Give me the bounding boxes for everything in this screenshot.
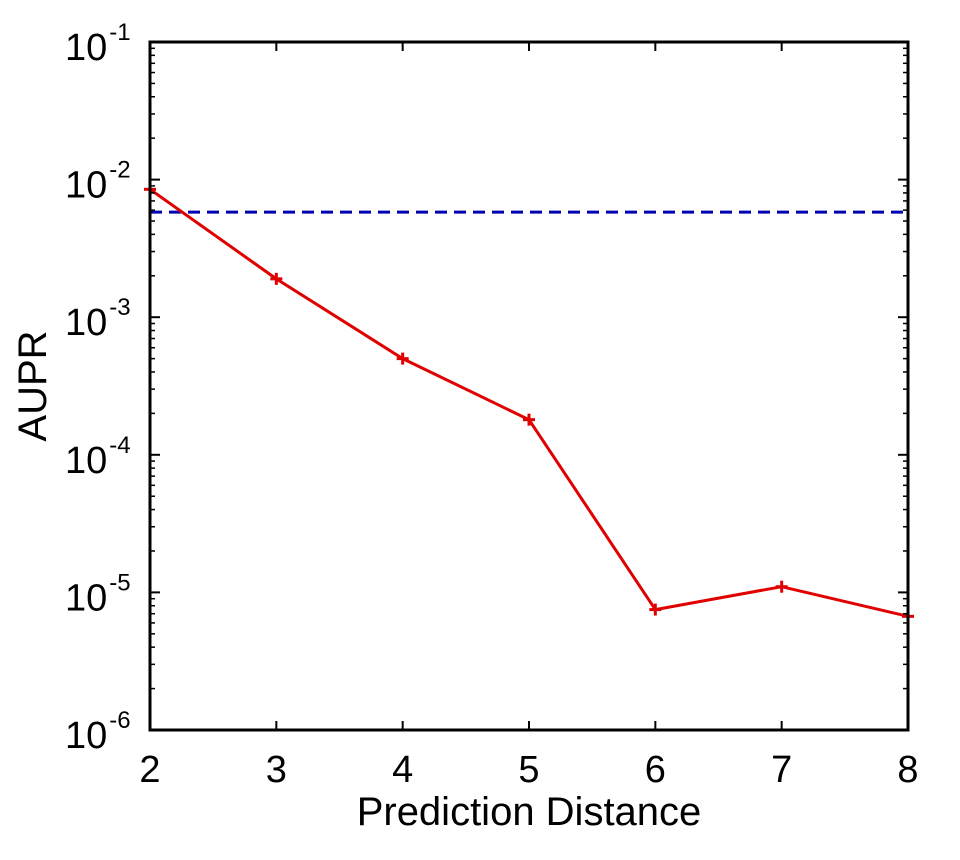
y-tick-label: 10-3 bbox=[65, 294, 131, 344]
y-axis-label: AUPR bbox=[11, 330, 55, 441]
series-layer bbox=[144, 183, 914, 623]
data-point bbox=[270, 272, 283, 285]
series-line bbox=[149, 188, 909, 618]
x-tick-label: 6 bbox=[645, 749, 666, 791]
y-tick-label: 10-6 bbox=[65, 707, 131, 757]
x-tick-label: 5 bbox=[518, 749, 539, 791]
x-tick-label: 8 bbox=[897, 749, 918, 791]
x-tick-labels: 2 3 4 5 6 7 8 bbox=[139, 749, 918, 791]
plot-frame bbox=[148, 40, 910, 732]
x-tick-label: 4 bbox=[392, 749, 413, 791]
y-tick-label: 10-5 bbox=[65, 569, 131, 619]
data-point bbox=[649, 603, 662, 616]
data-point bbox=[396, 352, 409, 365]
x-axis-label: Prediction Distance bbox=[357, 790, 702, 834]
x-tick-label: 3 bbox=[266, 749, 287, 791]
y-tick-labels: 10-1 10-2 10-3 10-4 10-5 10-6 bbox=[65, 19, 131, 757]
data-point bbox=[775, 580, 788, 593]
data-point bbox=[523, 413, 535, 426]
x-tick-label: 7 bbox=[771, 749, 792, 791]
axis-ticks bbox=[149, 41, 909, 731]
y-tick-label: 10-4 bbox=[65, 432, 131, 482]
x-tick-label: 2 bbox=[139, 749, 160, 791]
y-tick-label: 10-1 bbox=[65, 19, 131, 69]
y-tick-label: 10-2 bbox=[65, 157, 131, 207]
